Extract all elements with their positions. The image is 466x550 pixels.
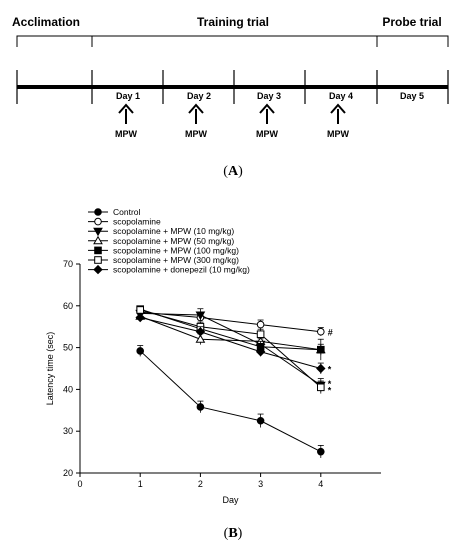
data-point [317, 447, 325, 456]
y-axis-label: Latency time (sec) [45, 332, 55, 406]
data-point [195, 334, 206, 343]
data-point [256, 330, 265, 339]
y-tick-label: 20 [63, 468, 73, 478]
legend-label: scopolamine + MPW (50 mg/kg) [113, 236, 234, 246]
data-point [317, 383, 325, 392]
data-point [136, 347, 144, 355]
series-line [140, 317, 321, 369]
legend-marker [93, 264, 103, 275]
day-5-label: Day 5 [400, 91, 424, 101]
series-1 [136, 345, 325, 458]
significance-mark: * [328, 379, 332, 389]
day-3-label: Day 3 [257, 91, 281, 101]
panel-a-label: (A) [223, 164, 243, 179]
panel-b-label: (B) [224, 526, 243, 541]
data-point [256, 320, 265, 329]
x-tick-label: 1 [138, 479, 143, 489]
x-tick-label: 4 [318, 479, 323, 489]
x-tick-label: 0 [77, 479, 82, 489]
mpw-label-4: MPW [327, 129, 350, 139]
mpw-label-2: MPW [185, 129, 208, 139]
legend-marker [94, 217, 102, 226]
phase-probe: Probe trial [382, 15, 441, 29]
legend-marker [93, 235, 103, 245]
timeline-diagram: Acclimation Training trial Probe trial D… [12, 15, 449, 179]
series-line [140, 308, 321, 351]
series-line [140, 315, 321, 351]
data-point [256, 416, 265, 425]
data-point [135, 312, 145, 323]
phase-training: Training trial [197, 15, 269, 29]
chart-series [135, 305, 326, 458]
series-line [140, 309, 322, 388]
y-tick-label: 30 [63, 426, 73, 436]
data-point [136, 306, 144, 314]
timeline-ticks [16, 70, 449, 104]
legend-label: scopolamine + MPW (100 mg/kg) [113, 245, 239, 255]
data-point [255, 347, 266, 357]
y-tick-label: 40 [63, 384, 73, 394]
significance-mark: # [328, 328, 333, 338]
data-point [316, 363, 326, 374]
series-2 [136, 308, 325, 336]
day-4-label: Day 4 [329, 91, 353, 101]
data-point [195, 327, 206, 337]
significance-mark: * [328, 385, 332, 395]
mpw-label-3: MPW [256, 129, 279, 139]
significance-mark: * [328, 365, 332, 375]
x-axis-label: Day [222, 495, 239, 505]
mpw-label-1: MPW [115, 129, 138, 139]
legend-label: scopolamine + MPW (10 mg/kg) [113, 226, 234, 236]
series-7 [135, 312, 326, 374]
series-line [140, 312, 322, 386]
legend-marker [94, 208, 102, 216]
legend-marker [94, 256, 102, 264]
treatment-arrows [118, 103, 346, 124]
series-line [139, 350, 322, 453]
legend-marker [94, 246, 102, 255]
data-point [317, 327, 325, 336]
phase-bracket [16, 35, 449, 47]
day-2-label: Day 2 [187, 91, 211, 101]
y-tick-label: 70 [63, 259, 73, 269]
legend-label: scopolamine + MPW (300 mg/kg) [113, 255, 239, 265]
y-tick-label: 60 [63, 301, 73, 311]
series-line [140, 311, 321, 333]
x-tick-label: 3 [258, 479, 263, 489]
data-point [317, 345, 325, 354]
legend-label: Control [113, 207, 141, 217]
y-tick-label: 50 [63, 343, 73, 353]
legend-label: scopolamine + donepezil (10 mg/kg) [113, 265, 250, 275]
series-6 [136, 306, 325, 394]
legend-label: scopolamine [113, 217, 161, 227]
x-tick-label: 2 [198, 479, 203, 489]
data-point [196, 403, 205, 411]
day-1-label: Day 1 [116, 91, 140, 101]
data-point [195, 311, 206, 321]
chart-annotations: #*** [328, 328, 333, 396]
chart-axes: 0 1 2 3 4 20 30 40 50 60 70 [63, 259, 381, 489]
phase-acclimation: Acclimation [12, 15, 80, 29]
legend-marker [93, 227, 103, 237]
